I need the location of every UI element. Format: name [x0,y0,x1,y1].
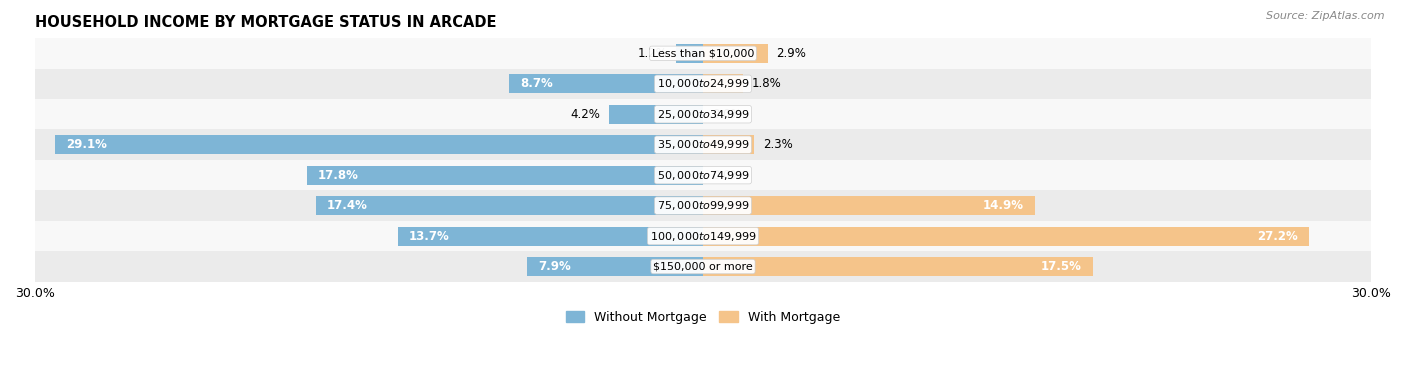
Bar [398,227,703,245]
Text: 2.3%: 2.3% [763,138,793,151]
Legend: Without Mortgage, With Mortgage: Without Mortgage, With Mortgage [561,306,845,329]
Text: 8.7%: 8.7% [520,77,553,90]
Text: 7.9%: 7.9% [538,260,571,273]
Text: $35,000 to $49,999: $35,000 to $49,999 [657,138,749,151]
Text: Source: ZipAtlas.com: Source: ZipAtlas.com [1267,11,1385,21]
Bar [703,135,754,154]
Text: 0.0%: 0.0% [711,108,741,121]
Text: $50,000 to $74,999: $50,000 to $74,999 [657,169,749,182]
Text: 0.0%: 0.0% [711,169,741,182]
Text: 1.8%: 1.8% [752,77,782,90]
Bar [35,38,1371,69]
Text: HOUSEHOLD INCOME BY MORTGAGE STATUS IN ARCADE: HOUSEHOLD INCOME BY MORTGAGE STATUS IN A… [35,15,496,30]
Bar [703,257,1092,276]
Bar [703,227,1309,245]
Text: $150,000 or more: $150,000 or more [654,262,752,271]
Text: 27.2%: 27.2% [1257,230,1298,242]
Bar [55,135,703,154]
Text: $25,000 to $34,999: $25,000 to $34,999 [657,108,749,121]
Bar [35,251,1371,282]
Text: 17.8%: 17.8% [318,169,359,182]
Bar [35,190,1371,221]
Text: $75,000 to $99,999: $75,000 to $99,999 [657,199,749,212]
Bar [307,166,703,185]
Bar [527,257,703,276]
Text: 29.1%: 29.1% [66,138,107,151]
Bar [35,129,1371,160]
Text: $100,000 to $149,999: $100,000 to $149,999 [650,230,756,242]
Text: 17.5%: 17.5% [1040,260,1081,273]
Text: 4.2%: 4.2% [571,108,600,121]
Bar [35,69,1371,99]
Bar [35,99,1371,129]
Bar [35,160,1371,190]
Bar [315,196,703,215]
Text: 1.2%: 1.2% [637,47,668,60]
Bar [676,44,703,63]
Text: 2.9%: 2.9% [776,47,807,60]
Bar [35,221,1371,251]
Bar [509,74,703,93]
Text: 17.4%: 17.4% [326,199,367,212]
Text: 13.7%: 13.7% [409,230,450,242]
Bar [703,74,744,93]
Bar [703,44,768,63]
Text: 14.9%: 14.9% [983,199,1024,212]
Bar [703,196,1035,215]
Bar [609,105,703,124]
Text: Less than $10,000: Less than $10,000 [652,48,754,58]
Text: $10,000 to $24,999: $10,000 to $24,999 [657,77,749,90]
